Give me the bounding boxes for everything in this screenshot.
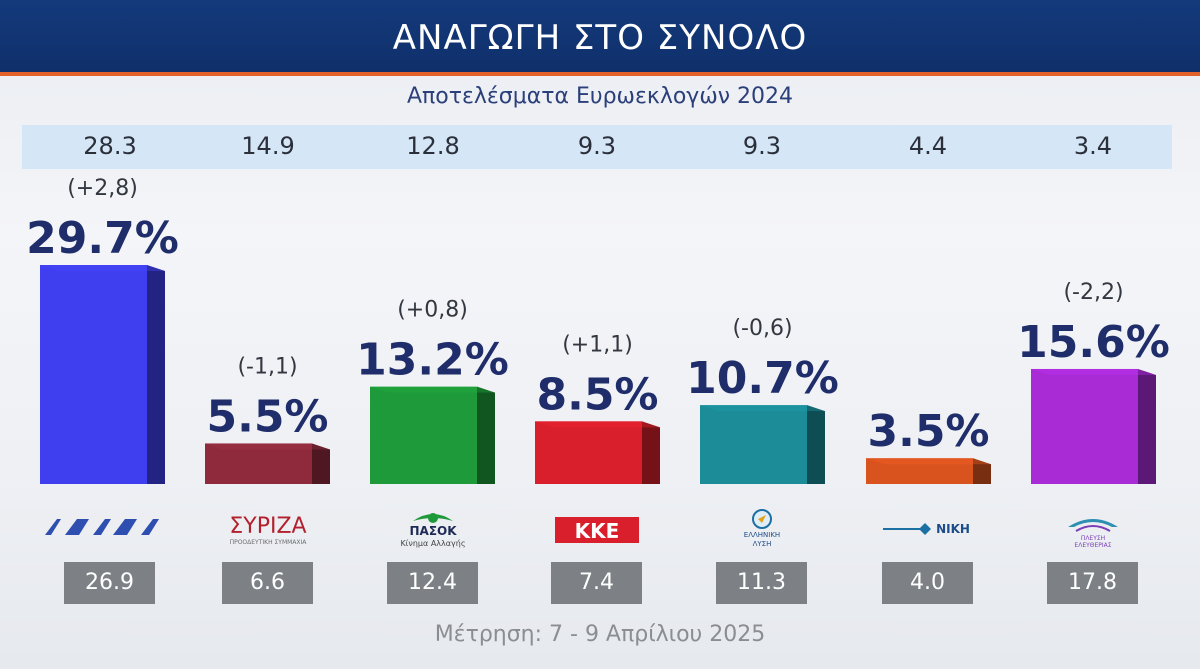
euro-value-niki: 4.4 [908, 132, 948, 160]
bar-side-elliniki-lysi [807, 405, 825, 484]
change-label-kke: (+1,1) [562, 332, 633, 357]
bar-top-elliniki-lysi [700, 405, 825, 412]
syriza-logo-icon: ΣΥΡΙΖΑ ΠΡΟΟΔΕΥΤΙΚΗ ΣΥΜΜΑΧΙΑ [229, 514, 308, 546]
kke-logo-icon: ΚΚΕ [555, 517, 639, 543]
value-label-niki: 3.5% [867, 406, 989, 457]
title-bar [0, 0, 1200, 76]
bar-niki [866, 458, 973, 484]
bar-kke [535, 421, 642, 484]
change-label-nd: (+2,8) [67, 176, 138, 201]
bar-side-nd [147, 265, 165, 484]
bar-side-kke [642, 421, 660, 484]
syriza-logo-sub: ΠΡΟΟΔΕΥΤΙΚΗ ΣΥΜΜΑΧΙΑ [230, 539, 308, 546]
change-label-plefsi: (-2,2) [1063, 280, 1123, 305]
pasok-logo-sub: Κίνημα Αλλαγής [400, 539, 465, 548]
pasok-logo-text: ΠΑΣΟΚ [409, 524, 457, 538]
euro-value-pasok: 12.8 [406, 132, 460, 160]
page-title: ΑΝΑΓΩΓΗ ΣΤΟ ΣΥΝΟΛΟ [392, 18, 808, 58]
bar-pasok [370, 386, 477, 484]
previous-value-niki: 4.0 [882, 562, 973, 604]
plefsi-logo-sub: ΕΛΕΥΘΕΡΙΑΣ [1074, 542, 1111, 549]
bar-side-syriza [312, 443, 330, 484]
bar-side-plefsi [1138, 368, 1156, 484]
elliniki-lysi-logo-sub: ΛΥΣΗ [753, 540, 772, 548]
niki-logo-icon: ΝΙΚΗ [883, 522, 970, 536]
euro-value-nd: 28.3 [83, 132, 137, 160]
bar-side-pasok [477, 386, 495, 484]
previous-value-elliniki-lysi: 11.3 [716, 562, 807, 604]
bar-top-kke [535, 421, 660, 428]
elliniki-lysi-logo-icon: ΕΛΛΗΝΙΚΗ ΛΥΣΗ [744, 509, 780, 548]
bar-nd [40, 265, 147, 484]
value-label-pasok: 13.2% [356, 335, 509, 386]
kke-logo-text: ΚΚΕ [575, 519, 620, 543]
subtitle: Αποτελέσματα Ευρωεκλογών 2024 [406, 84, 794, 109]
bar-plefsi [1031, 368, 1138, 484]
euro-value-elliniki-lysi: 9.3 [742, 132, 782, 160]
previous-value-pasok: 12.4 [387, 562, 478, 604]
plefsi-logo-text: ΠΛΕΥΣΗ [1081, 535, 1105, 542]
bar-top-nd [40, 265, 165, 271]
pasok-logo-icon: ΠΑΣΟΚ Κίνημα Αλλαγής [400, 513, 466, 548]
nd-logo-icon [45, 519, 159, 535]
bar-top-pasok [370, 386, 495, 393]
value-label-elliniki-lysi: 10.7% [686, 353, 839, 404]
euro-value-plefsi: 3.4 [1073, 132, 1113, 160]
elliniki-lysi-logo-text: ΕΛΛΗΝΙΚΗ [744, 531, 780, 539]
change-label-elliniki-lysi: (-0,6) [732, 316, 792, 341]
previous-value-kke: 7.4 [551, 562, 642, 604]
value-label-plefsi: 15.6% [1017, 317, 1170, 368]
niki-logo-text: ΝΙΚΗ [936, 522, 970, 536]
syriza-logo-text: ΣΥΡΙΖΑ [229, 514, 306, 539]
value-label-syriza: 5.5% [206, 391, 328, 442]
previous-value-nd: 26.9 [64, 562, 155, 604]
euro-value-syriza: 14.9 [241, 132, 295, 160]
bar-syriza [205, 443, 312, 484]
bar-side-niki [973, 458, 991, 484]
previous-value-syriza: 6.6 [222, 562, 313, 604]
bar-top-niki [866, 458, 991, 465]
bar-elliniki-lysi [700, 405, 807, 484]
change-label-pasok: (+0,8) [397, 298, 468, 323]
euro-2024-band [22, 125, 1172, 169]
change-label-syriza: (-1,1) [237, 354, 297, 379]
euro-value-kke: 9.3 [577, 132, 617, 160]
survey-date: Μέτρηση: 7 - 9 Απρίλιου 2025 [434, 622, 766, 647]
plefsi-logo-icon: ΠΛΕΥΣΗ ΕΛΕΥΘΕΡΙΑΣ [1068, 519, 1118, 549]
value-label-nd: 29.7% [26, 213, 179, 264]
bar-top-plefsi [1031, 368, 1156, 375]
previous-value-plefsi: 17.8 [1047, 562, 1138, 604]
bar-top-syriza [205, 443, 330, 450]
value-label-kke: 8.5% [536, 369, 658, 420]
